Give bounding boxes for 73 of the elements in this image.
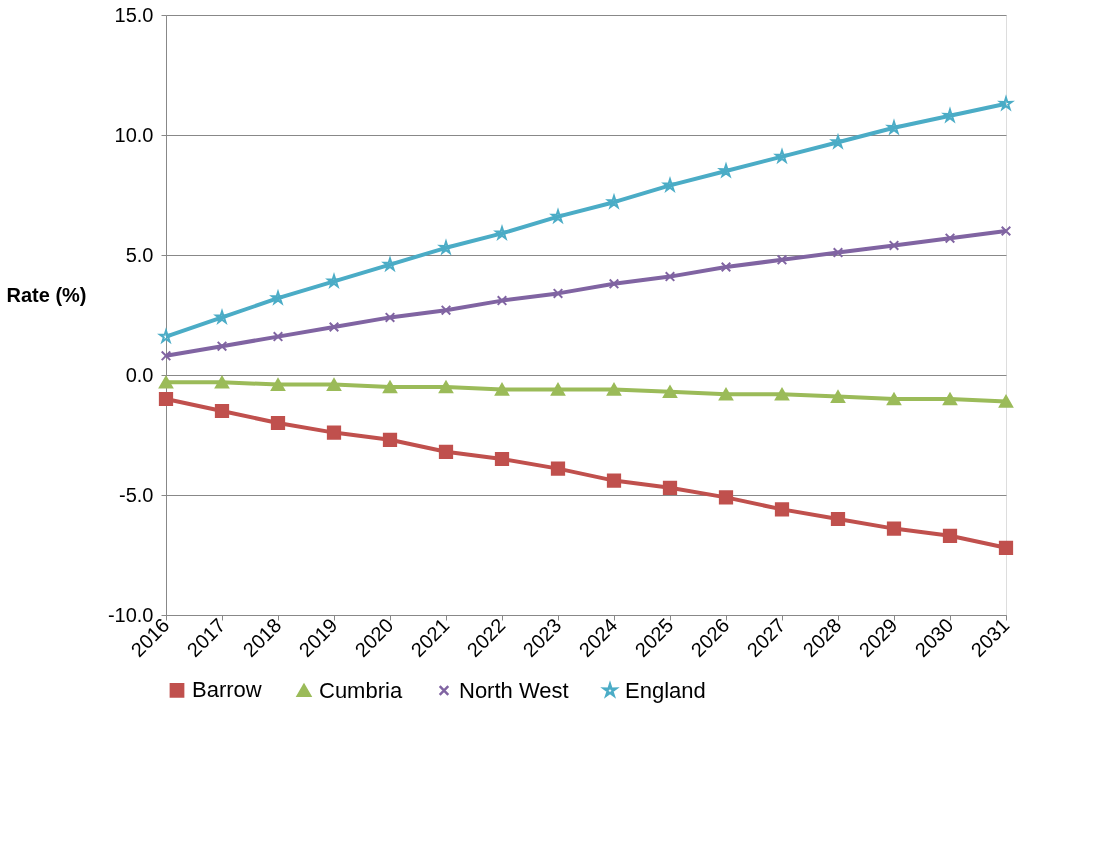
point [831,135,845,149]
point [886,521,902,536]
point [494,383,510,396]
legend-label: North West [459,677,569,703]
point [328,321,340,333]
y-tick-label: -5.0 [119,483,154,506]
point [438,380,454,394]
point [438,444,454,459]
point [382,380,398,394]
point [494,451,510,467]
point [775,149,789,163]
point [718,387,734,401]
point [1000,225,1012,237]
point [944,232,956,244]
point [437,238,453,256]
point [440,304,452,316]
point [383,257,397,271]
point [774,502,790,517]
point [608,278,620,290]
point [495,226,509,240]
point [160,350,172,362]
point [550,383,566,396]
point [606,473,622,488]
point [272,331,284,342]
point [214,403,230,419]
point [830,511,846,527]
point [327,274,341,288]
point [718,490,734,505]
point [326,378,342,391]
point [606,383,622,396]
legend-label: England [625,677,706,703]
point [326,425,342,440]
point [830,390,846,403]
point [551,209,565,223]
point [552,288,564,299]
y-axis-title: Rate (%) [6,283,87,306]
point [215,310,229,324]
point [216,340,228,352]
point [832,247,844,258]
point [774,387,790,401]
point [662,385,678,399]
point [888,240,900,251]
point [998,540,1014,555]
point [158,375,174,389]
point [941,106,957,124]
legend-label: Barrow [192,677,262,703]
point [270,378,286,391]
point [717,161,733,179]
point [270,415,286,431]
point [664,271,676,282]
point [998,395,1014,408]
point [159,329,173,343]
point [886,392,902,406]
point [942,392,958,406]
point [496,295,508,306]
y-tick-label: 15.0 [114,3,154,26]
point [384,312,396,323]
point [607,195,621,209]
point [158,391,174,407]
point [550,461,566,476]
y-tick-label: 10.0 [114,123,154,146]
point [720,261,732,273]
point [662,480,678,495]
y-tick-label: 0.0 [125,363,154,386]
point [942,528,958,543]
legend-label: Cumbria [319,677,403,703]
point [885,118,901,136]
point [776,254,788,266]
point [214,375,230,389]
point [663,178,677,192]
point [382,432,398,447]
point [271,291,285,305]
y-tick-label: 5.0 [125,243,154,266]
